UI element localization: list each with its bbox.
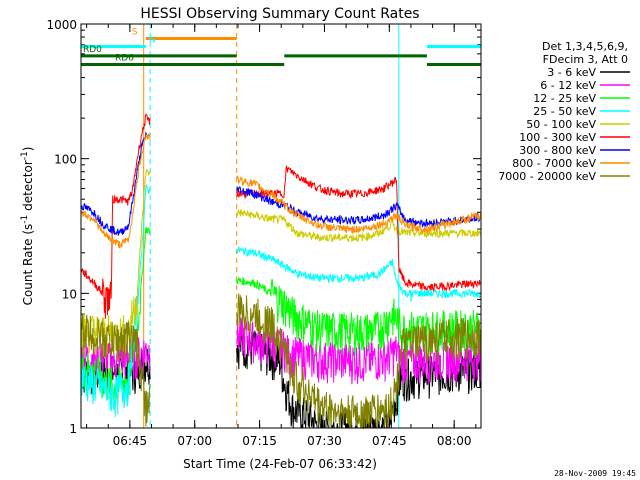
legend-entry-label: 7000 - 20000 keV <box>498 170 596 183</box>
legend-entry-label: 100 - 300 keV <box>519 131 596 144</box>
footer-timestamp: 28-Nov-2009 19:45 <box>554 469 636 478</box>
x-tick-label: 07:30 <box>307 434 342 448</box>
status-bar-label: RD0 <box>83 45 102 55</box>
series-lines <box>80 113 482 430</box>
legend-entry-label: 300 - 800 keV <box>519 144 596 157</box>
series-line <box>80 184 481 418</box>
plot-frame <box>80 23 482 429</box>
x-tick-label: 07:00 <box>177 434 212 448</box>
legend-header: Det 1,3,4,5,6,9, <box>542 40 628 53</box>
status-bar-label: RD6 <box>115 54 134 64</box>
x-tick-label: 06:45 <box>113 434 148 448</box>
series-line <box>80 168 482 356</box>
x-axis-label: Start Time (24-Feb-07 06:33:42) <box>183 457 377 471</box>
x-tick-label: 07:15 <box>242 434 277 448</box>
legend-entry-label: 6 - 12 keV <box>540 79 596 92</box>
legend-entry-label: 3 - 6 keV <box>547 66 596 79</box>
y-tick-label: 10 <box>62 287 77 301</box>
x-tick-label: 08:00 <box>437 434 472 448</box>
legend-entry-label: 800 - 7000 keV <box>512 157 596 170</box>
y-tick-label: 1000 <box>46 18 77 32</box>
series-line <box>80 113 481 319</box>
legend: Det 1,3,4,5,6,9,FDecim 3, Att 03 - 6 keV… <box>498 40 630 183</box>
status-bars: S N RD0 RD6 <box>81 28 481 67</box>
y-tick-label: 1 <box>69 422 77 436</box>
series-line <box>80 131 482 236</box>
plot-area: 1 10 100 1000 06:45 07:00 07:15 07:30 07:45 08:00… <box>46 18 482 448</box>
x-tick-label: 07:45 <box>372 434 407 448</box>
y-tick-label: 100 <box>54 153 77 167</box>
y-axis-label: Count Rate (s-1 detector-1) <box>20 147 35 306</box>
legend-entry-label: 25 - 50 keV <box>533 105 596 118</box>
legend-entry-label: 12 - 25 keV <box>533 92 596 105</box>
legend-header: FDecim 3, Att 0 <box>543 53 628 66</box>
status-bar-label: N <box>149 36 156 46</box>
chart-title: HESSI Observing Summary Count Rates <box>140 6 419 22</box>
series-line <box>80 293 482 429</box>
series-line <box>80 133 482 249</box>
status-bar-label: S <box>132 28 138 38</box>
legend-entry-label: 50 - 100 keV <box>526 118 596 131</box>
